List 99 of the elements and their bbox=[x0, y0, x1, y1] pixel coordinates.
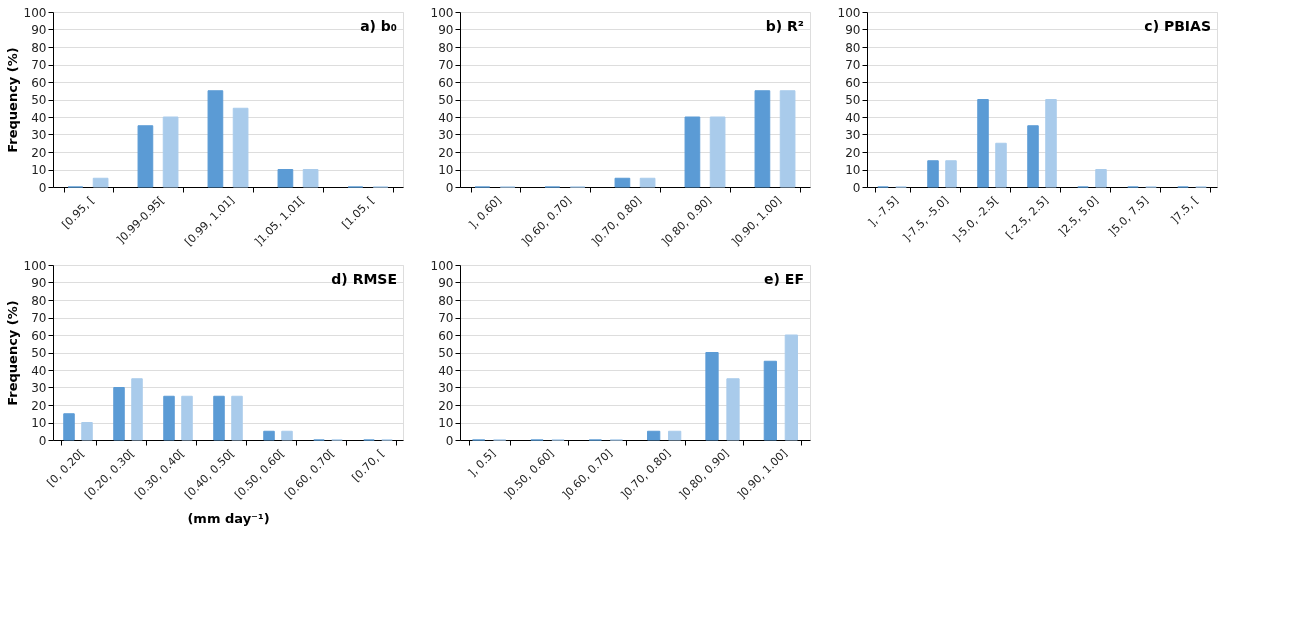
y-tick-label: 60 bbox=[31, 328, 47, 343]
chart-title: a) b₀ bbox=[360, 18, 397, 34]
bar bbox=[1095, 169, 1107, 188]
bar bbox=[684, 116, 701, 188]
y-tick-label: 100 bbox=[23, 5, 47, 20]
bar bbox=[163, 395, 175, 441]
bar bbox=[927, 160, 939, 188]
y-axis-title: Frequency (%) bbox=[4, 300, 20, 406]
y-tick-label: 10 bbox=[438, 163, 454, 177]
bar bbox=[1045, 99, 1057, 188]
y-tick-label: 50 bbox=[31, 346, 47, 360]
y-tick-label: 90 bbox=[31, 276, 47, 290]
y-tick-label: 0 bbox=[445, 433, 454, 448]
bar bbox=[709, 116, 726, 188]
y-tick-label: 40 bbox=[31, 110, 47, 125]
y-tick-label: 40 bbox=[438, 363, 454, 378]
y-tick-label: 0 bbox=[38, 433, 47, 448]
bar bbox=[81, 422, 93, 441]
y-tick-label: 20 bbox=[31, 398, 47, 413]
y-tick-label: 60 bbox=[31, 75, 47, 90]
bar bbox=[995, 142, 1007, 188]
y-tick-label: 70 bbox=[31, 311, 47, 325]
y-tick-label: 0 bbox=[852, 180, 861, 195]
bar bbox=[232, 107, 249, 188]
bar bbox=[945, 160, 957, 188]
y-tick-label: 70 bbox=[31, 58, 47, 72]
bar bbox=[213, 395, 225, 441]
y-tick-label: 10 bbox=[438, 416, 454, 430]
y-tick-label: 70 bbox=[845, 58, 861, 72]
y-tick-label: 20 bbox=[845, 145, 861, 160]
bar bbox=[1027, 125, 1039, 188]
bar bbox=[726, 378, 740, 441]
bar bbox=[614, 177, 631, 188]
bar bbox=[231, 395, 243, 441]
bar bbox=[137, 125, 154, 188]
y-tick-label: 100 bbox=[430, 258, 454, 273]
y-tick-label: 80 bbox=[31, 40, 47, 55]
y-tick-label: 100 bbox=[430, 5, 454, 20]
y-tick-label: 40 bbox=[845, 110, 861, 125]
y-tick-label: 30 bbox=[31, 381, 47, 395]
bar bbox=[977, 99, 989, 188]
bar bbox=[784, 334, 798, 441]
bar bbox=[647, 430, 661, 441]
chart-title: e) EF bbox=[764, 271, 804, 287]
y-tick-label: 30 bbox=[438, 381, 454, 395]
bar bbox=[277, 169, 294, 188]
y-tick-label: 90 bbox=[31, 23, 47, 37]
y-tick-label: 80 bbox=[438, 40, 454, 55]
y-tick-label: 60 bbox=[438, 75, 454, 90]
bar bbox=[302, 169, 319, 188]
bar bbox=[162, 116, 179, 188]
bar bbox=[754, 90, 771, 188]
y-tick-label: 40 bbox=[31, 363, 47, 378]
y-tick-label: 50 bbox=[31, 93, 47, 107]
bar bbox=[779, 90, 796, 188]
bar bbox=[181, 395, 193, 441]
bar bbox=[207, 90, 224, 188]
bar bbox=[263, 430, 275, 441]
y-tick-label: 90 bbox=[438, 276, 454, 290]
y-tick-label: 20 bbox=[31, 145, 47, 160]
y-tick-label: 30 bbox=[845, 128, 861, 142]
y-tick-label: 90 bbox=[438, 23, 454, 37]
chart-title: c) PBIAS bbox=[1144, 18, 1211, 34]
y-tick-label: 10 bbox=[31, 416, 47, 430]
y-tick-label: 10 bbox=[845, 163, 861, 177]
y-tick-label: 30 bbox=[438, 128, 454, 142]
y-tick-label: 70 bbox=[438, 311, 454, 325]
y-tick-label: 50 bbox=[438, 346, 454, 360]
y-tick-label: 90 bbox=[845, 23, 861, 37]
y-tick-label: 20 bbox=[438, 145, 454, 160]
bar bbox=[705, 352, 719, 441]
bar bbox=[763, 360, 777, 441]
chart-title: b) R² bbox=[765, 18, 804, 34]
bar bbox=[92, 177, 109, 188]
y-tick-label: 10 bbox=[31, 163, 47, 177]
y-tick-label: 0 bbox=[445, 180, 454, 195]
chart-title: d) RMSE bbox=[331, 271, 397, 287]
y-tick-label: 50 bbox=[438, 93, 454, 107]
bar bbox=[131, 378, 143, 441]
y-tick-label: 80 bbox=[438, 293, 454, 308]
y-tick-label: 80 bbox=[845, 40, 861, 55]
y-tick-label: 50 bbox=[845, 93, 861, 107]
y-tick-label: 40 bbox=[438, 110, 454, 125]
y-tick-label: 30 bbox=[31, 128, 47, 142]
y-tick-label: 70 bbox=[438, 58, 454, 72]
y-tick-label: 100 bbox=[23, 258, 47, 273]
bar bbox=[281, 430, 293, 441]
y-tick-label: 0 bbox=[38, 180, 47, 195]
bar bbox=[668, 430, 682, 441]
x-axis-title: (mm day⁻¹) bbox=[187, 510, 270, 526]
y-tick-label: 60 bbox=[438, 328, 454, 343]
bar bbox=[113, 387, 125, 441]
y-axis-title: Frequency (%) bbox=[4, 47, 20, 153]
y-tick-label: 100 bbox=[837, 5, 861, 20]
y-tick-label: 80 bbox=[31, 293, 47, 308]
y-tick-label: 20 bbox=[438, 398, 454, 413]
y-tick-label: 60 bbox=[845, 75, 861, 90]
bar bbox=[639, 177, 656, 188]
bar bbox=[63, 413, 75, 441]
